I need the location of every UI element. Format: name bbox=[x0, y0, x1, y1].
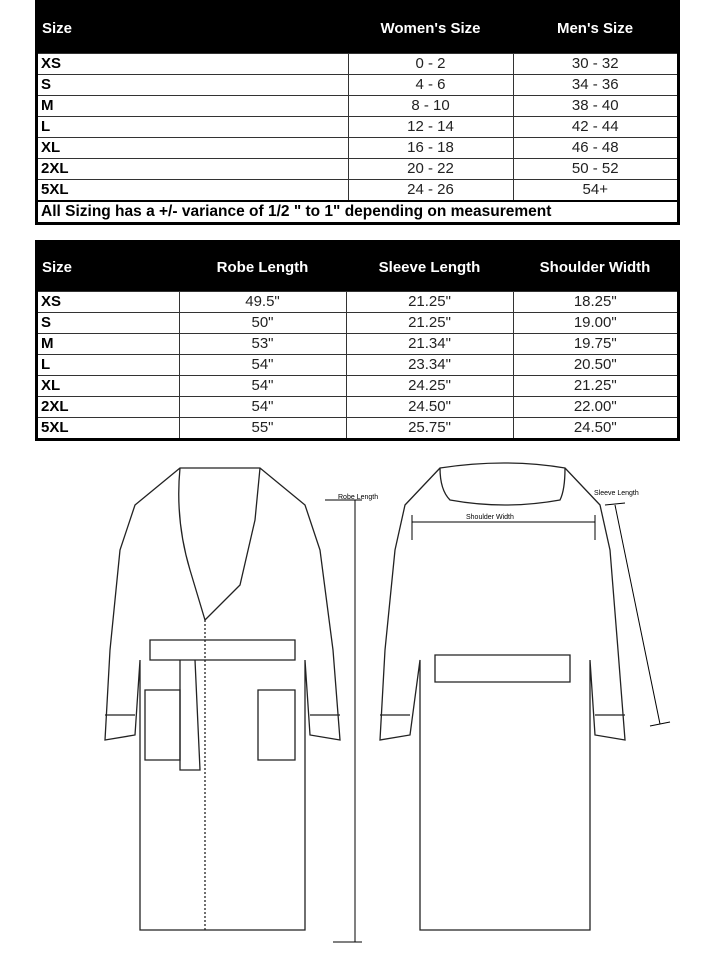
value-cell: 30 - 32 bbox=[512, 53, 679, 75]
header-size: Size bbox=[36, 241, 179, 292]
table-row: XL 16 - 18 46 - 48 bbox=[36, 137, 679, 159]
table-row: XS 49.5" 21.25" 18.25" bbox=[36, 291, 679, 313]
size-cell: L bbox=[36, 354, 180, 376]
size-cell: S bbox=[36, 74, 349, 96]
value-cell: 24.25" bbox=[345, 375, 514, 397]
value-cell: 50" bbox=[178, 312, 347, 334]
sleeve-length-measure bbox=[604, 502, 671, 727]
value-cell: 4 - 6 bbox=[347, 74, 514, 96]
size-cell: S bbox=[36, 312, 180, 334]
size-cell: XL bbox=[36, 137, 349, 159]
value-cell: 54" bbox=[178, 354, 347, 376]
header-womens-size: Women's Size bbox=[348, 1, 513, 54]
value-cell: 46 - 48 bbox=[512, 137, 679, 159]
value-cell: 54+ bbox=[512, 179, 679, 202]
table-row: 2XL 20 - 22 50 - 52 bbox=[36, 158, 679, 180]
table-row: XS 0 - 2 30 - 32 bbox=[36, 53, 679, 75]
value-cell: 24 - 26 bbox=[347, 179, 514, 202]
value-cell: 22.00" bbox=[512, 396, 679, 418]
value-cell: 49.5" bbox=[178, 291, 347, 313]
size-cell: 2XL bbox=[36, 158, 349, 180]
value-cell: 55" bbox=[178, 417, 347, 440]
shoulder-width-measure bbox=[411, 515, 596, 540]
table-row: L 12 - 14 42 - 44 bbox=[36, 116, 679, 138]
value-cell: 42 - 44 bbox=[512, 116, 679, 138]
value-cell: 24.50" bbox=[345, 396, 514, 418]
size-cell: 5XL bbox=[36, 417, 180, 440]
header-shoulder-width: Shoulder Width bbox=[513, 241, 679, 292]
header-robe-length: Robe Length bbox=[179, 241, 346, 292]
value-cell: 21.25" bbox=[345, 291, 514, 313]
robe-diagram: Robe Length Shoulder Width Sleeve Length bbox=[104, 462, 671, 943]
value-cell: 21.25" bbox=[345, 312, 514, 334]
value-cell: 21.34" bbox=[345, 333, 514, 355]
sizing-variance-note: All Sizing has a +/- variance of 1/2 " t… bbox=[35, 200, 680, 225]
value-cell: 8 - 10 bbox=[347, 95, 514, 117]
size-conversion-table: Size Women's Size Men's Size XS 0 - 2 30 -… bbox=[35, 0, 680, 225]
value-cell: 20.50" bbox=[512, 354, 679, 376]
robe-length-label: Robe Length bbox=[338, 494, 378, 501]
sleeve-length-label: Sleeve Length bbox=[594, 490, 639, 497]
table-row: 2XL 54" 24.50" 22.00" bbox=[36, 396, 679, 418]
table-row: M 53" 21.34" 19.75" bbox=[36, 333, 679, 355]
value-cell: 0 - 2 bbox=[347, 53, 514, 75]
size-cell: M bbox=[36, 95, 349, 117]
shoulder-width-label: Shoulder Width bbox=[466, 514, 514, 521]
value-cell: 19.75" bbox=[512, 333, 679, 355]
size-cell: XL bbox=[36, 375, 180, 397]
table-row: S 50" 21.25" 19.00" bbox=[36, 312, 679, 334]
value-cell: 12 - 14 bbox=[347, 116, 514, 138]
header-sleeve-length: Sleeve Length bbox=[346, 241, 513, 292]
value-cell: 54" bbox=[178, 396, 347, 418]
table-header: Size Women's Size Men's Size bbox=[36, 1, 679, 54]
size-cell: M bbox=[36, 333, 180, 355]
header-size: Size bbox=[36, 1, 348, 54]
value-cell: 19.00" bbox=[512, 312, 679, 334]
value-cell: 25.75" bbox=[345, 417, 514, 440]
value-cell: 53" bbox=[178, 333, 347, 355]
size-cell: L bbox=[36, 116, 349, 138]
value-cell: 18.25" bbox=[512, 291, 679, 313]
value-cell: 24.50" bbox=[512, 417, 679, 440]
table-row: XL 54" 24.25" 21.25" bbox=[36, 375, 679, 397]
value-cell: 23.34" bbox=[345, 354, 514, 376]
value-cell: 54" bbox=[178, 375, 347, 397]
table-row: 5XL 24 - 26 54+ bbox=[36, 179, 679, 202]
table-header: Size Robe Length Sleeve Length Shoulder … bbox=[36, 241, 679, 292]
value-cell: 50 - 52 bbox=[512, 158, 679, 180]
value-cell: 20 - 22 bbox=[347, 158, 514, 180]
value-cell: 34 - 36 bbox=[512, 74, 679, 96]
size-cell: XS bbox=[36, 291, 180, 313]
robe-back-drawing bbox=[379, 462, 626, 931]
table-row: 5XL 55" 25.75" 24.50" bbox=[36, 417, 679, 440]
robe-length-measure bbox=[325, 499, 362, 943]
value-cell: 16 - 18 bbox=[347, 137, 514, 159]
value-cell: 38 - 40 bbox=[512, 95, 679, 117]
robe-front-drawing bbox=[104, 467, 341, 931]
measurement-table: Size Robe Length Sleeve Length Shoulder … bbox=[35, 240, 680, 441]
size-cell: 2XL bbox=[36, 396, 180, 418]
table-row: L 54" 23.34" 20.50" bbox=[36, 354, 679, 376]
size-cell: XS bbox=[36, 53, 349, 75]
header-mens-size: Men's Size bbox=[513, 1, 679, 54]
value-cell: 21.25" bbox=[512, 375, 679, 397]
size-cell: 5XL bbox=[36, 179, 349, 202]
